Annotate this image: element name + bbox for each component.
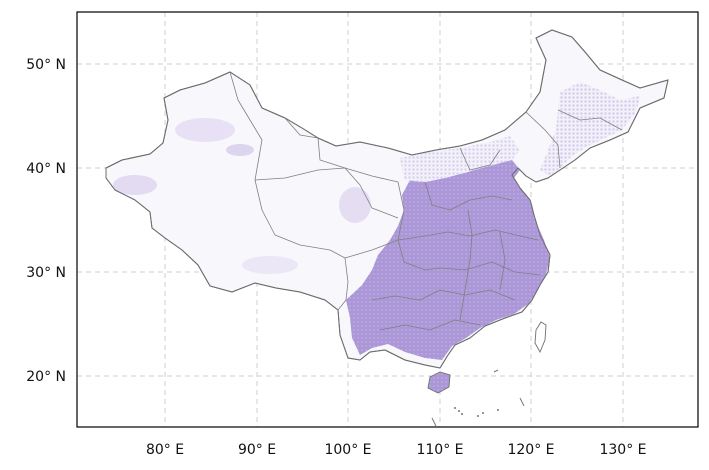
x-tick-label-110: 110° E — [416, 442, 463, 458]
x-tick-label-80: 80° E — [146, 442, 184, 458]
national-border — [105, 29, 669, 369]
taiwan-outline — [534, 321, 547, 354]
sparse-data-urumqi — [226, 144, 254, 156]
sparse-data-tarim — [113, 175, 157, 195]
y-tick-label-20: 20° N — [26, 369, 66, 385]
y-tick-label-40: 40° N — [26, 161, 66, 177]
y-axis-ticks: 50° N 40° N 30° N 20° N — [26, 57, 66, 385]
plot-frame — [76, 11, 699, 428]
province-boundaries — [229, 71, 623, 331]
y-tick-label-50: 50° N — [26, 57, 66, 73]
hainan-island — [427, 371, 451, 394]
x-tick-label-130: 130° E — [599, 442, 646, 458]
y-tick-label-30: 30° N — [26, 265, 66, 281]
sparse-data-gansu — [339, 187, 371, 223]
mid-data-region-north — [400, 136, 520, 182]
sparse-data-tibet — [242, 256, 298, 274]
sparse-data-dzungaria — [175, 118, 235, 142]
dense-data-region-east — [346, 160, 550, 360]
dense-data-region-northeast — [540, 82, 640, 176]
x-tick-label-100: 100° E — [324, 442, 371, 458]
x-tick-label-120: 120° E — [507, 442, 554, 458]
x-axis-ticks: 80° E 90° E 100° E 110° E 120° E 130° E — [146, 442, 647, 458]
x-tick-label-90: 90° E — [238, 442, 276, 458]
south-sea-islands — [431, 369, 525, 427]
